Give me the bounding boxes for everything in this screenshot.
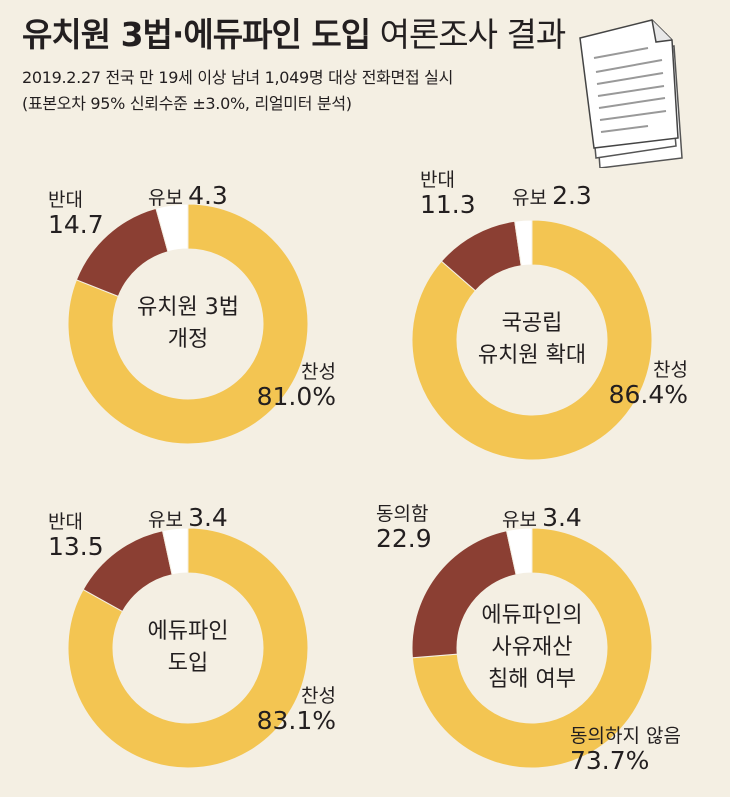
slice-value: 83.1%	[256, 705, 336, 735]
slice-name: 찬성	[653, 359, 688, 381]
slice-value: 2.3	[552, 181, 592, 210]
donut-slice-3	[161, 527, 189, 576]
label-undecided: 유보 3.4	[148, 504, 228, 532]
label-oppose: 반대 14.7	[48, 190, 104, 238]
donut-slice-3	[155, 203, 189, 253]
label-undecided: 유보 2.3	[512, 182, 592, 210]
center-line: 유치원 확대	[477, 343, 587, 368]
donut-slice-1	[411, 527, 653, 769]
slice-value: 86.4%	[608, 379, 688, 409]
title-light: 여론조사 결과	[379, 15, 567, 54]
documents-icon	[578, 18, 688, 172]
label-disagree: 동의하지 않음 73.7%	[570, 726, 681, 774]
slice-name: 반대	[48, 189, 83, 211]
subtitle-line-2: (표본오차 95% 신뢰수준 ±3.0%, 리얼미터 분석)	[22, 94, 352, 113]
slice-name: 반대	[420, 169, 455, 191]
slice-value: 22.9	[376, 523, 432, 553]
slice-name: 유보	[512, 187, 547, 209]
slice-name: 반대	[48, 511, 83, 533]
slice-name: 찬성	[301, 361, 336, 383]
center-line: 침해 여부	[488, 666, 576, 692]
slice-value: 3.4	[542, 503, 582, 532]
label-favor: 찬성 83.1%	[254, 686, 336, 734]
label-favor: 찬성 81.0%	[254, 362, 336, 410]
center-line: 개정	[167, 327, 209, 352]
label-oppose: 반대 13.5	[48, 512, 104, 560]
center-line: 국공립	[501, 311, 563, 337]
center-line: 사유재산	[491, 635, 573, 661]
slice-name: 동의하지 않음	[570, 725, 681, 747]
donut-slice-3	[514, 219, 533, 267]
slice-value: 81.0%	[256, 381, 336, 411]
label-undecided: 유보 3.4	[502, 504, 582, 532]
slice-value: 13.5	[48, 531, 104, 561]
slice-name: 찬성	[301, 685, 336, 707]
label-undecided: 유보 4.3	[148, 182, 228, 210]
subtitle-line-1: 2019.2.27 전국 만 19세 이상 남녀 1,049명 대상 전화면접 …	[22, 68, 454, 87]
chart-4-center-label: 에듀파인의 사유재산 침해 여부	[481, 600, 582, 696]
slice-name: 유보	[148, 187, 183, 209]
label-agree: 동의함 22.9	[376, 504, 432, 552]
slice-name: 유보	[148, 509, 183, 531]
slice-value: 73.7%	[570, 745, 650, 775]
label-oppose: 반대 11.3	[420, 170, 476, 218]
title-main: 유치원 3법·에듀파인 도입	[22, 15, 371, 54]
slice-value: 11.3	[420, 189, 476, 219]
slice-name: 유보	[502, 509, 537, 531]
center-line: 도입	[167, 651, 209, 676]
label-favor: 찬성 86.4%	[598, 360, 688, 408]
slice-name: 동의함	[376, 503, 429, 525]
center-line: 에듀파인	[147, 619, 229, 645]
chart-3-center-label: 에듀파인 도입	[148, 616, 229, 680]
donut-slice-1	[411, 219, 653, 461]
slice-value: 4.3	[188, 181, 228, 210]
slice-value: 3.4	[188, 503, 228, 532]
chart-title: 유치원 3법·에듀파인 도입 여론조사 결과	[22, 8, 567, 56]
center-line: 에듀파인의	[481, 603, 583, 629]
chart-2-center-label: 국공립 유치원 확대	[478, 308, 586, 372]
slice-value: 14.7	[48, 209, 104, 239]
donut-slice-3	[505, 527, 533, 576]
chart-1-center-label: 유치원 3법 개정	[137, 292, 239, 356]
center-line: 유치원 3법	[137, 295, 239, 321]
donut-slice-1	[67, 203, 309, 445]
donut-slice-1	[67, 527, 309, 769]
